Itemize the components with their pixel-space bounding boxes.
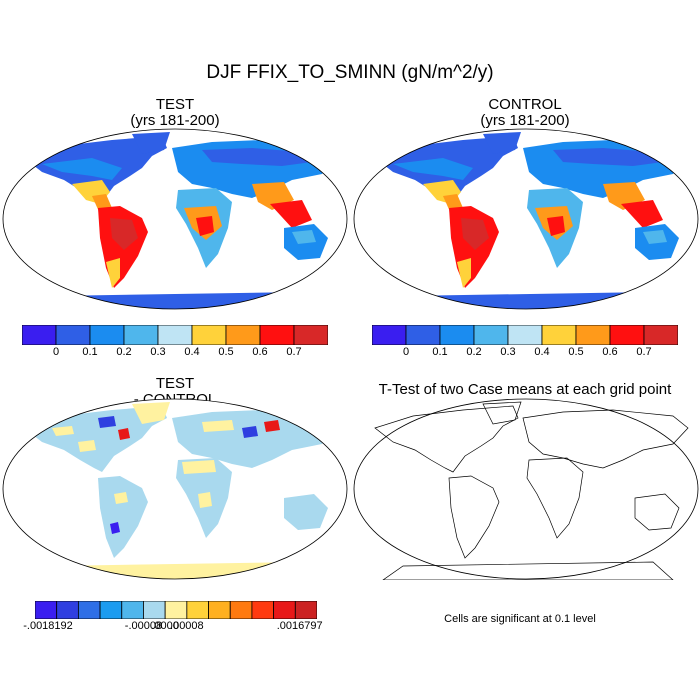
colorbar-control-swatch (507, 325, 543, 345)
colorbar-diff-tick-label: .0000 (151, 620, 179, 632)
colorbar-test-tick-label: 0.3 (150, 346, 166, 358)
colorbar-test-swatch (225, 325, 261, 345)
colorbar-diff-tick-label: -.0018192 (23, 620, 73, 632)
colorbar-control-swatch (575, 325, 611, 345)
colorbar-diff-tick-label: .0016797 (276, 620, 323, 632)
significance-note: Cells are significant at 0.1 level (444, 613, 596, 625)
colorbar-control-tick-label: 0.7 (636, 346, 652, 358)
colorbar-test-labels: 0 0.1 0.2 0.3 0.4 0.5 0.6 0.7 (22, 346, 328, 362)
colorbar-test-tick-label: 0.5 (218, 346, 234, 358)
ttest-coastlines (374, 401, 689, 580)
colorbar-diff-swatch (294, 601, 317, 619)
colorbar-diff-swatch (143, 601, 166, 619)
colorbar-control-tick-label: 0.2 (466, 346, 482, 358)
colorbar-control-tick-label: 0.4 (534, 346, 550, 358)
test-map-fill (3, 129, 347, 309)
control-map-fill (354, 129, 698, 309)
ttest-title: T-Test of two Case means at each grid po… (378, 381, 672, 398)
colorbar-test-swatch (22, 325, 57, 345)
colorbar-control-swatch (473, 325, 509, 345)
colorbar-diff-swatch (99, 601, 123, 619)
colorbar-test-tick-label: 0.7 (286, 346, 302, 358)
diff-map (2, 398, 348, 580)
colorbar-test-tick-label: 0.6 (252, 346, 268, 358)
colorbar-diff-labels: -.0018192 -.00008.0000.00008 .0016797 (23, 620, 322, 636)
control-panel-title: CONTROL (yrs 181-200) (425, 97, 625, 129)
colorbar-test (22, 325, 328, 345)
colorbar-test-swatch (191, 325, 227, 345)
ttest-map (353, 398, 699, 580)
colorbar-diff-tick-label: -.00008 (124, 620, 163, 632)
colorbar-diff-swatch (164, 601, 188, 619)
control-map (353, 128, 699, 310)
colorbar-diff-swatch (56, 601, 79, 619)
colorbar-diff-swatch (77, 601, 101, 619)
colorbar-test-tick-label: 0.2 (116, 346, 132, 358)
colorbar-control-swatch (405, 325, 441, 345)
colorbar-test-swatch (123, 325, 159, 345)
colorbar-control-swatch (439, 325, 475, 345)
colorbar-control-labels: 0 0.1 0.2 0.3 0.4 0.5 0.6 0.7 (372, 346, 678, 362)
colorbar-test-tick-label: 0.1 (82, 346, 98, 358)
colorbar-control-swatch (372, 325, 407, 345)
test-map (2, 128, 348, 310)
test-panel-title: TEST (yrs 181-200) (75, 97, 275, 129)
colorbar-test-swatch (293, 325, 328, 345)
colorbar-test-swatch (259, 325, 295, 345)
colorbar-diff-swatch (121, 601, 144, 619)
colorbar-test-swatch (157, 325, 193, 345)
colorbar-diff-tick-label: .00008 (170, 620, 204, 632)
ttest-panel-title: T-Test of two Case means at each grid po… (350, 382, 700, 398)
colorbar-diff-swatch (229, 601, 253, 619)
colorbar-test-swatch (89, 325, 125, 345)
colorbar-diff-swatch (35, 601, 58, 619)
colorbar-control-tick-label: 0.5 (568, 346, 584, 358)
colorbar-test-tick-label: 0 (52, 346, 60, 358)
colorbar-diff-swatch (251, 601, 275, 619)
colorbar-test-tick-label: 0.4 (184, 346, 200, 358)
colorbar-test-swatch (55, 325, 91, 345)
colorbar-control-tick-label: 0.6 (602, 346, 618, 358)
colorbar-diff-swatch (273, 601, 296, 619)
colorbar-control-tick-label: 0.3 (500, 346, 516, 358)
diff-title: TEST (155, 375, 195, 392)
colorbar-diff (35, 601, 317, 619)
control-subtitle: (yrs 181-200) (480, 112, 570, 129)
test-subtitle: (yrs 181-200) (130, 112, 220, 129)
colorbar-control-swatch (643, 325, 678, 345)
colorbar-diff-swatch (208, 601, 231, 619)
colorbar-control-tick-label: 0 (402, 346, 410, 358)
colorbar-control-swatch (609, 325, 645, 345)
figure-title: DJF FFIX_TO_SMINN (gN/m^2/y) (206, 62, 494, 83)
control-title: CONTROL (488, 96, 562, 113)
test-title: TEST (155, 96, 195, 113)
colorbar-control-swatch (541, 325, 577, 345)
colorbar-control-tick-label: 0.1 (432, 346, 448, 358)
colorbar-control (372, 325, 678, 345)
colorbar-diff-swatch (186, 601, 209, 619)
